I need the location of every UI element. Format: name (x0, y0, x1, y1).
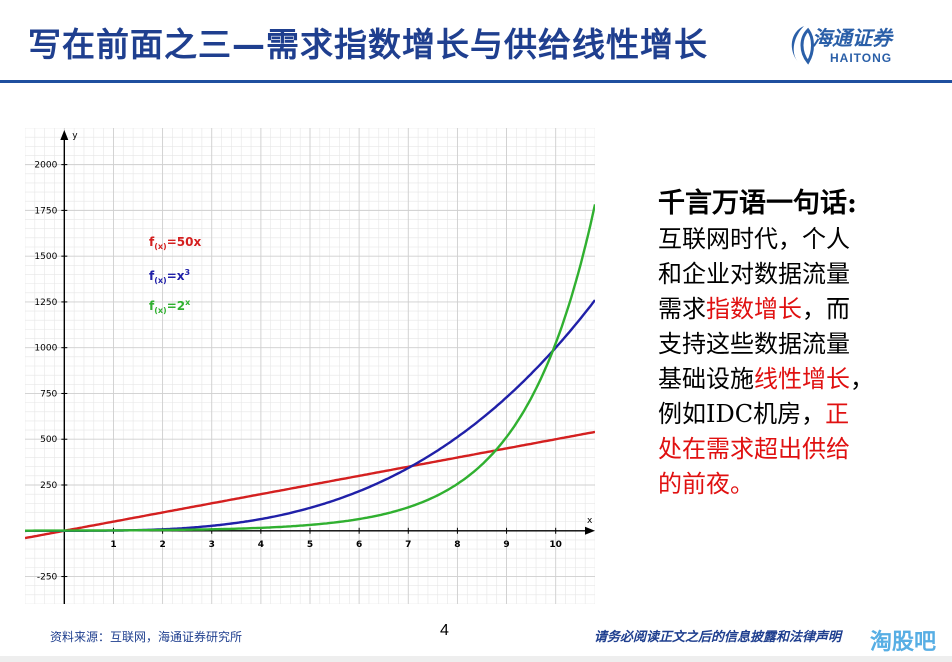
summary-line: 支持这些数据流量 (658, 327, 928, 362)
x-axis-arrow-icon (585, 526, 595, 535)
x-axis-label: x (587, 516, 593, 526)
legend-sub: (x) (154, 242, 166, 251)
disclaimer-note: 请务必阅读正文之后的信息披露和法律声明 (594, 630, 842, 645)
highlight-text: 指数增长 (706, 295, 802, 323)
title-divider (0, 80, 952, 83)
highlight-text: 处在需求超出供给 (658, 435, 850, 463)
summary-body: 互联网时代，个人 和企业对数据流量 需求指数增长，而 支持这些数据流量 基础设施线性增长… (658, 222, 928, 502)
highlight-text: 的前夜。 (658, 470, 754, 498)
series-line-0 (25, 430, 595, 540)
legend-func: f (149, 235, 155, 249)
y-tick-label: 1250 (34, 298, 57, 308)
y-axis-label: y (72, 131, 78, 141)
legend-sup: 3 (185, 268, 191, 277)
summary-text-block: 千言万语一句话: 互联网时代，个人 和企业对数据流量 需求指数增长，而 支持这些数据流… (658, 186, 928, 502)
logo-mark-icon (791, 26, 814, 65)
x-tick-label: 3 (209, 540, 215, 550)
x-tick-label: 9 (503, 540, 509, 550)
logo-english-text: HAITONG (830, 51, 893, 65)
x-tick-label: 2 (159, 540, 165, 550)
legend-eq: =x (167, 269, 185, 283)
legend-entry: f(x)=2x (149, 298, 191, 315)
x-tick-label: 1 (110, 540, 116, 550)
legend-entry: f(x)=50x (149, 235, 201, 251)
legend-eq: =50x (167, 235, 202, 249)
body-text: 需求 (658, 295, 706, 323)
body-text: 例如IDC机房， (658, 400, 826, 428)
highlight-text: 线性增长 (754, 365, 850, 393)
x-tick-label: 5 (307, 540, 313, 550)
source-note: 资料来源：互联网，海通证券研究所 (50, 630, 243, 644)
logo-chinese-text: 海通证券 (812, 26, 892, 50)
x-tick-label: 6 (356, 540, 362, 550)
legend-eq: =2 (167, 299, 185, 313)
summary-line: 和企业对数据流量 (658, 257, 928, 292)
x-tick-label: 4 (258, 540, 264, 550)
y-axis-arrow-icon (60, 130, 69, 140)
y-tick-label: 500 (40, 435, 57, 445)
x-tick-label: 8 (454, 540, 460, 550)
y-tick-label: 2000 (34, 161, 57, 171)
summary-line: 需求指数增长，而 (658, 292, 928, 327)
x-tick-label: 7 (405, 540, 411, 550)
y-tick-label: 250 (40, 481, 57, 491)
legend-sup: x (185, 298, 191, 307)
watermark: 淘股吧 (870, 630, 937, 655)
bottom-divider (0, 656, 952, 662)
legend-func: f (149, 269, 155, 283)
y-tick-label: 750 (40, 389, 57, 399)
body-text: 和企业对数据流量 (658, 260, 850, 288)
page-number: 4 (440, 622, 449, 639)
body-text: 基础设施 (658, 365, 754, 393)
slide-title: 写在前面之三—需求指数增长与供给线性增长 (28, 25, 708, 64)
y-tick-label: 1750 (34, 206, 57, 216)
summary-heading: 千言万语一句话: (658, 188, 857, 219)
body-text: 支持这些数据流量 (658, 330, 850, 358)
y-tick-label: -250 (37, 573, 58, 583)
legend-sub: (x) (154, 306, 166, 315)
body-text: 互联网时代，个人 (658, 225, 850, 253)
y-tick-label: 1500 (34, 252, 57, 262)
legend-entry: f(x)=x3 (149, 268, 190, 285)
body-text: ，而 (802, 295, 850, 323)
summary-line: 的前夜。 (658, 467, 928, 502)
summary-line: 互联网时代，个人 (658, 222, 928, 257)
series-line-2 (25, 204, 595, 532)
growth-chart: x y 1 2 3 4 5 6 7 8 9 10 -250 250 500 750 1000 1250 1500 17… (25, 128, 595, 604)
haitong-logo: 海通证券 HAITONG (790, 14, 940, 68)
legend-sub: (x) (154, 276, 166, 285)
summary-line: 处在需求超出供给 (658, 432, 928, 467)
legend-func: f (149, 299, 155, 313)
summary-line: 例如IDC机房，正 (658, 397, 928, 432)
x-tick-label: 10 (549, 540, 562, 550)
body-text: ， (850, 365, 874, 393)
y-tick-label: 1000 (34, 344, 57, 354)
summary-line: 基础设施线性增长， (658, 362, 928, 397)
highlight-text: 正 (825, 400, 850, 428)
